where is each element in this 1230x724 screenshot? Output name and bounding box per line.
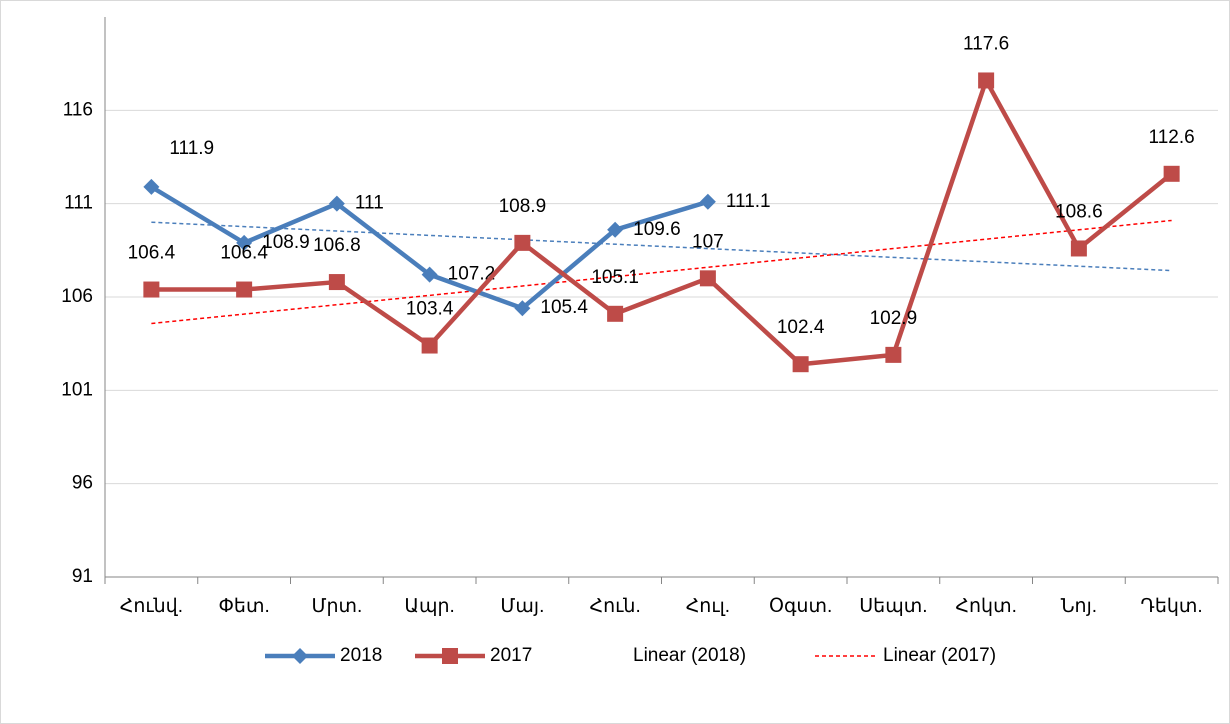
y-tick-label: 91 bbox=[72, 566, 93, 587]
point bbox=[1163, 165, 1180, 182]
y-tick-label: 96 bbox=[72, 473, 93, 494]
point bbox=[699, 270, 716, 287]
x-tick-label: Սեպտ. bbox=[859, 596, 927, 617]
x-tick-label: Փետ. bbox=[219, 596, 270, 617]
point bbox=[792, 356, 809, 373]
point bbox=[143, 178, 160, 195]
x-tick-label: Նոյ. bbox=[1061, 596, 1097, 617]
point bbox=[607, 305, 624, 322]
x-tick-label: Հունվ. bbox=[120, 596, 183, 617]
data-label: 111 bbox=[355, 193, 384, 214]
y-tick-label: 101 bbox=[61, 379, 93, 400]
data-label: 111.9 bbox=[169, 138, 214, 159]
point bbox=[143, 281, 160, 298]
data-label: 102.9 bbox=[870, 308, 918, 329]
point bbox=[421, 337, 438, 354]
x-tick-label: Հուն. bbox=[590, 596, 641, 617]
data-label: 102.4 bbox=[777, 317, 825, 338]
point bbox=[607, 221, 624, 238]
x-tick-label: Մրտ. bbox=[311, 596, 362, 617]
data-label: 108.9 bbox=[499, 196, 547, 217]
data-label: 105.4 bbox=[540, 297, 588, 318]
y-tick-label: 106 bbox=[61, 286, 93, 307]
data-label: 107 bbox=[692, 231, 724, 252]
point bbox=[236, 234, 253, 251]
x-tick-label: Դեկտ. bbox=[1141, 596, 1203, 617]
data-label: 106.4 bbox=[220, 243, 268, 264]
data-label: 105.1 bbox=[591, 267, 639, 288]
x-tick-label: Օգստ. bbox=[769, 596, 832, 617]
point bbox=[978, 72, 995, 89]
data-label: 112.6 bbox=[1149, 127, 1195, 148]
point bbox=[885, 346, 902, 363]
x-tick-label: Հոկտ. bbox=[955, 596, 1016, 617]
data-label: 111.1 bbox=[726, 191, 771, 212]
trendline bbox=[151, 219, 1172, 325]
point bbox=[292, 648, 308, 664]
x-tick-label: Հուլ. bbox=[686, 596, 730, 617]
y-tick-label: 116 bbox=[63, 99, 93, 120]
legend-label: 2018 bbox=[340, 645, 382, 666]
point bbox=[514, 234, 531, 251]
point bbox=[236, 281, 253, 298]
point bbox=[1070, 240, 1087, 257]
data-label: 107.2 bbox=[448, 264, 496, 285]
series-line bbox=[151, 78, 1174, 367]
data-label: 108.6 bbox=[1055, 201, 1103, 222]
data-label: 103.4 bbox=[406, 299, 454, 320]
legend-label: 2017 bbox=[490, 645, 532, 666]
data-label: 108.9 bbox=[262, 232, 310, 253]
trendline bbox=[151, 221, 1172, 272]
x-tick-label: Ապր. bbox=[404, 596, 454, 617]
y-tick-label: 111 bbox=[64, 193, 93, 214]
legend-label: Linear (2017) bbox=[883, 645, 996, 666]
data-label: 106.4 bbox=[128, 243, 176, 264]
point bbox=[442, 648, 458, 664]
point bbox=[514, 300, 531, 317]
x-tick-label: Մայ. bbox=[500, 596, 544, 617]
point bbox=[328, 195, 345, 212]
point bbox=[328, 274, 345, 291]
legend-label: Linear (2018) bbox=[633, 645, 746, 666]
data-label: 117.6 bbox=[963, 33, 1009, 54]
data-label: 109.6 bbox=[633, 219, 681, 240]
data-label: 106.8 bbox=[313, 235, 361, 256]
point bbox=[699, 193, 716, 210]
point bbox=[421, 266, 438, 283]
